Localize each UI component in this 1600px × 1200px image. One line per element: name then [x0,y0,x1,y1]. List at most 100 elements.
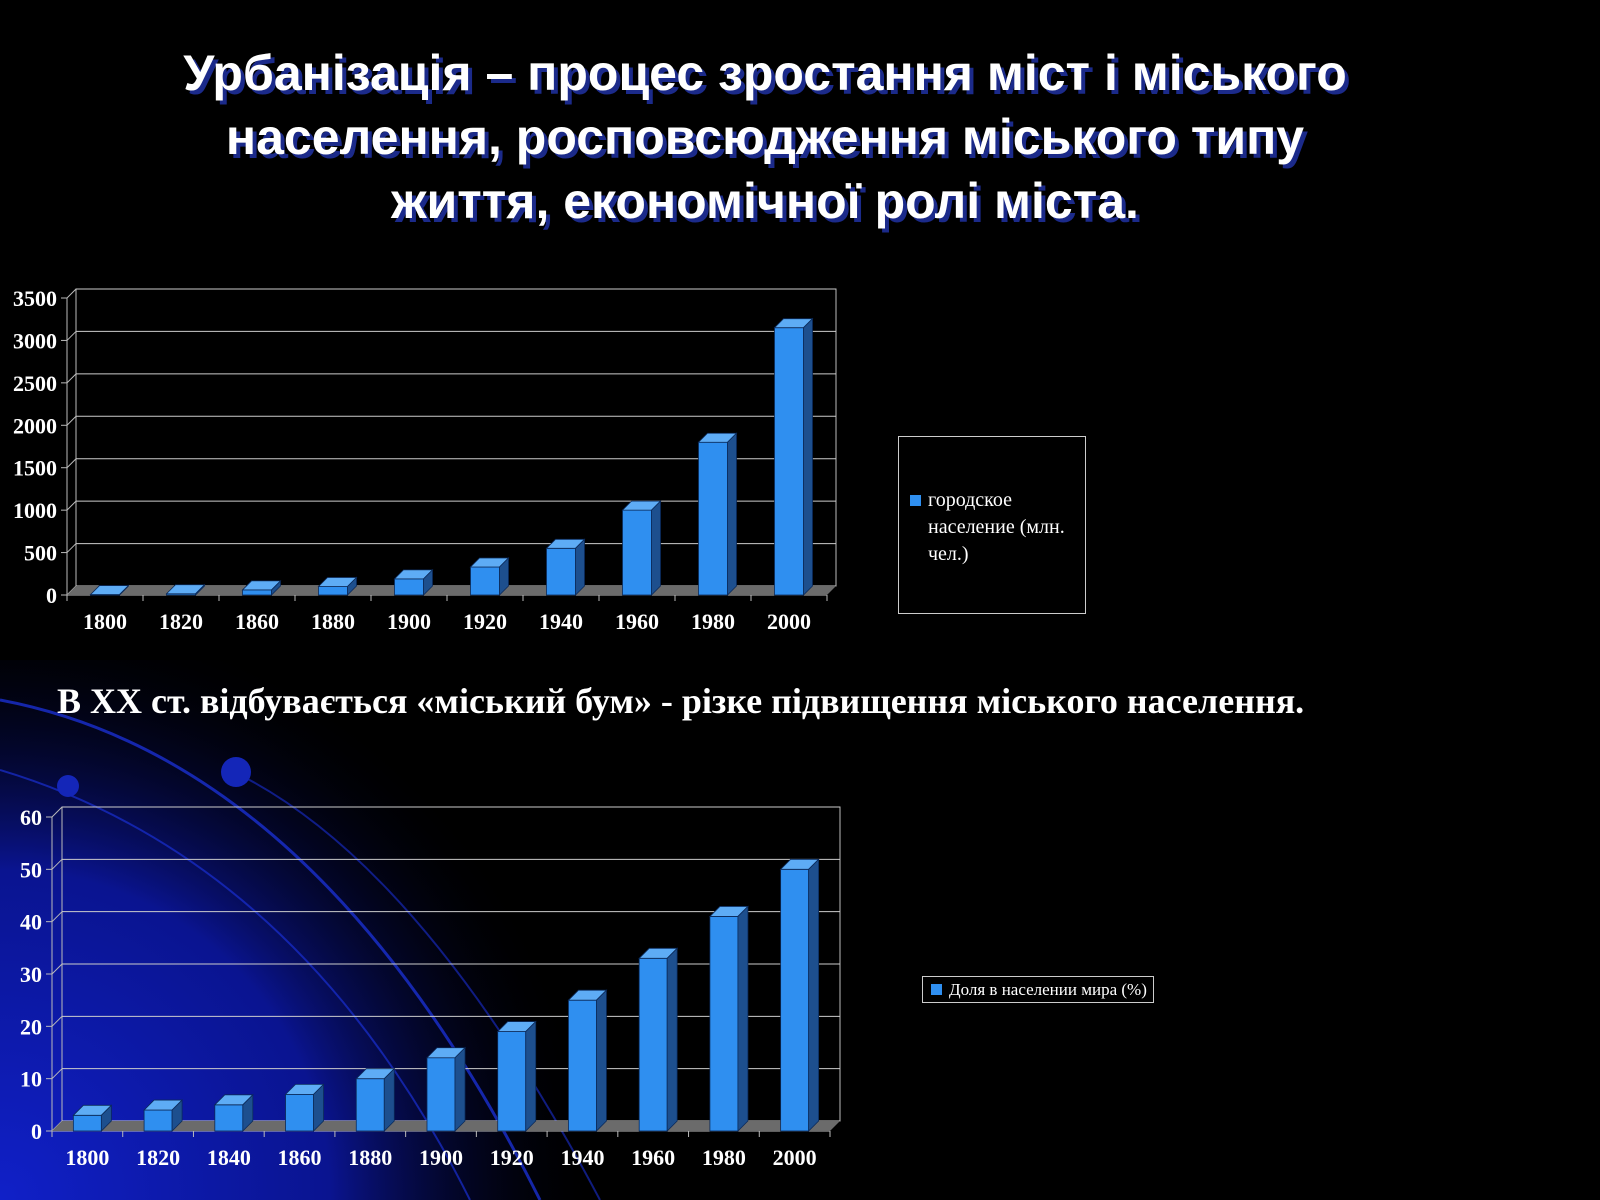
bar-front [638,957,668,1132]
x-tick-label: 1860 [278,1145,322,1170]
bar-front [242,589,272,596]
x-tick-label: 1900 [387,609,431,634]
y-tick-label: 3000 [13,328,57,353]
bar-1980 [697,432,738,596]
grid-diagonal [51,858,63,870]
grid-diagonal [66,500,77,511]
subtitle: В XX ст. відбувається «міський бум» - рі… [57,681,1305,721]
y-tick-label: 10 [20,1067,42,1092]
y-tick-label: 0 [31,1119,42,1144]
grid-diagonal [66,458,77,469]
y-tick-label: 30 [20,962,42,987]
bar-1940 [567,989,608,1132]
legend-swatch [910,495,921,506]
y-tick-label: 1500 [13,456,57,481]
legend-world-share: Доля в населении мира (%) [922,976,1154,1003]
urban-population-chart: 0 500 1000 1500 2000 2500 3000 3500 1800 1820 1860… [13,286,837,634]
grid-diagonal [66,373,77,384]
bar-2000 [779,858,820,1132]
bar-front [497,1031,527,1132]
bar-side [383,1067,395,1132]
bar-front [774,327,804,596]
x-tick-label: 1960 [631,1145,675,1170]
bar-1980 [708,905,749,1132]
bar-side [313,1083,324,1132]
grid-diagonal [51,1015,63,1027]
bar-1800 [72,1104,113,1132]
bar-1920 [496,1020,537,1132]
x-tick-label: 1860 [235,609,279,634]
grid-diagonal [51,963,63,975]
bar-side [596,989,607,1132]
title-line-1: Урбанізація – процес зростання міст і мі… [183,45,1347,101]
grid-diagonal [51,1068,63,1080]
bar-side [803,317,813,596]
x-tick-label: 1900 [419,1145,463,1170]
grid-diagonal [51,911,63,923]
y-tick-label: 2500 [13,371,57,396]
bar-side [808,858,820,1132]
legend-label: городское население (млн. чел.) [928,489,1065,565]
bar-side [271,579,281,596]
bar-1820 [165,583,206,596]
bar-front [285,1093,314,1132]
bar-side [100,1104,112,1132]
legend-label: Доля в населении мира (%) [949,980,1147,999]
bar-front [394,578,424,596]
y-tick-label: 3500 [13,286,57,311]
bar-front [546,547,576,596]
y-tick-label: 20 [20,1014,42,1039]
x-tick-label: 1940 [539,609,583,634]
bar-side [727,432,737,596]
x-tick-label: 1800 [65,1145,109,1170]
x-tick-label: 1800 [83,609,127,634]
bar-1880 [355,1067,396,1132]
y-tick-label: 2000 [13,413,57,438]
bar-front [470,566,500,596]
y-tick-label: 1000 [13,498,57,523]
y-tick-label: 50 [20,857,42,882]
bar-front [355,1078,385,1132]
bar-side [666,947,678,1132]
x-tick-label: 1820 [136,1145,180,1170]
bar-side [423,568,433,596]
bar-1840 [213,1093,254,1132]
bar-front [780,868,810,1132]
bar-side [525,1020,537,1132]
bar-front [72,1114,102,1132]
x-tick-label: 1880 [311,609,355,634]
bar-1920 [469,557,510,596]
x-tick-label: 1980 [691,609,735,634]
bar-front [709,916,739,1132]
bar-side [575,538,585,596]
bar-side [119,584,129,596]
x-tick-label: 2000 [767,609,811,634]
x-tick-label: 1920 [490,1145,534,1170]
grid-diagonal [66,543,77,553]
bar-side [242,1093,254,1132]
legend-swatch [931,984,942,995]
bar-1900 [426,1046,466,1132]
grid-diagonal [66,331,77,341]
x-tick-label: 1960 [615,609,659,634]
bar-front [698,441,728,596]
x-tick-label: 1820 [159,609,203,634]
title-line-3: життя, економічної ролі міста. [391,173,1139,229]
bar-1880 [317,576,358,596]
y-tick-label: 40 [20,910,42,935]
bar-1900 [393,568,434,596]
bar-side [454,1046,466,1132]
grid-diagonal [51,806,63,818]
bar-1820 [143,1099,184,1132]
x-tick-label: 1980 [702,1145,746,1170]
y-tick-label: 500 [24,541,57,566]
grid-diagonal [66,415,77,426]
bar-front [214,1104,244,1132]
bar-front [426,1057,456,1132]
bar-1860 [241,579,282,596]
x-tick-label: 1920 [463,609,507,634]
x-tick-label: 1880 [348,1145,392,1170]
bar-side [171,1099,183,1132]
bar-1940 [545,538,586,596]
bar-side [737,905,749,1132]
